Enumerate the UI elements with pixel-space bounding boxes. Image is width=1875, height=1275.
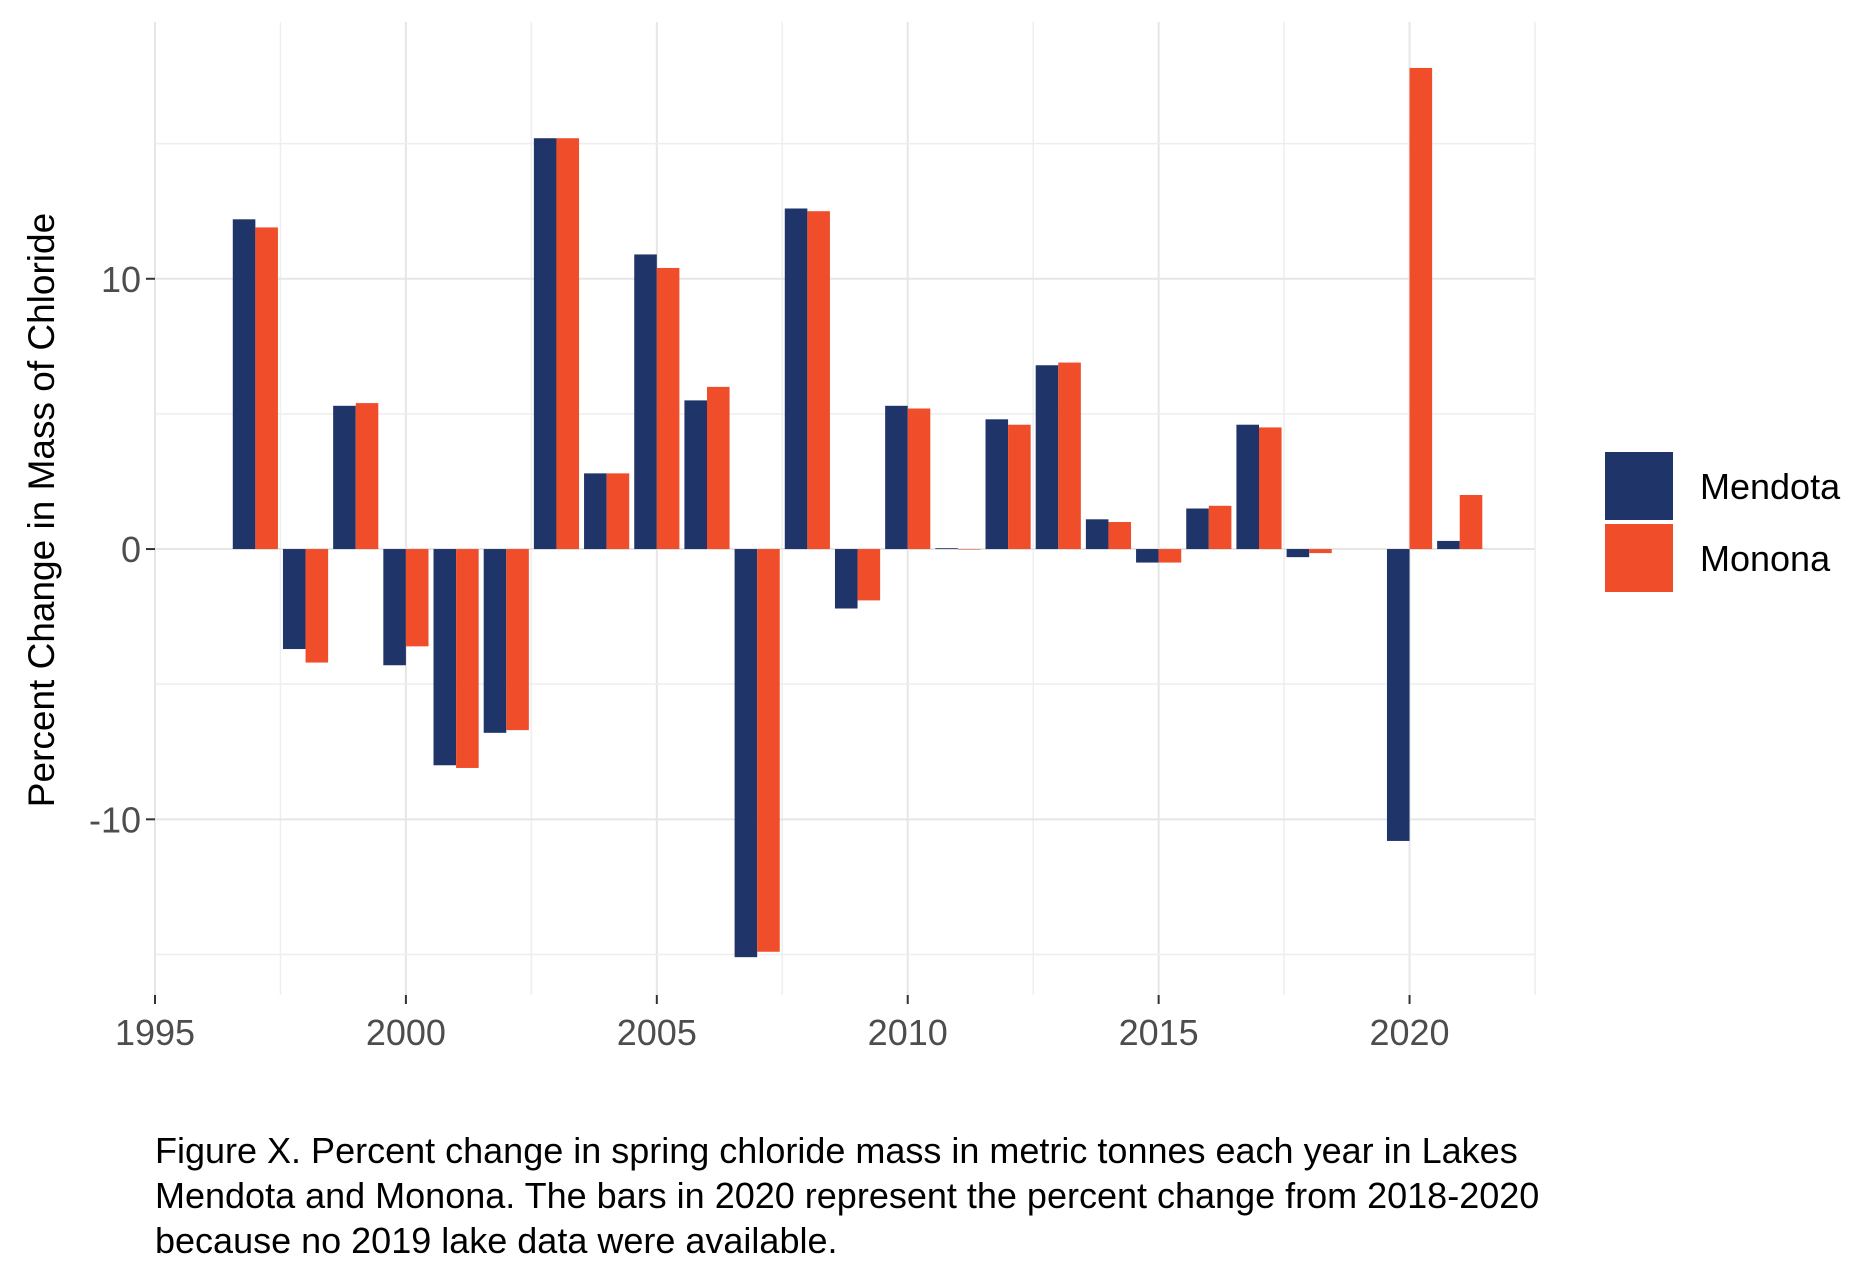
bar-monona-2015 (1158, 549, 1182, 563)
caption-line-3: because no 2019 lake data were available… (155, 1220, 838, 1261)
bar-mendota-2009 (834, 549, 858, 609)
caption-line-2: Mendota and Monona. The bars in 2020 rep… (155, 1175, 1540, 1216)
legend-key-monona (1603, 522, 1675, 594)
bar-mendota-2008 (784, 208, 808, 550)
bar-monona-2000 (405, 549, 429, 647)
bar-monona-1998 (305, 549, 329, 663)
y-tick-label: -10 (89, 799, 141, 840)
bar-monona-2001 (456, 549, 479, 768)
x-tick-label: 2010 (868, 1012, 948, 1053)
y-tick-label: 10 (101, 259, 141, 300)
bar-monona-1997 (255, 227, 278, 550)
legend-label-monona: Monona (1700, 538, 1831, 579)
bar-monona-2014 (1108, 522, 1132, 550)
bar-mendota-2015 (1136, 549, 1159, 563)
x-tick-label: 2015 (1119, 1012, 1199, 1053)
bar-mendota-2006 (684, 400, 707, 550)
bar-monona-1999 (355, 403, 379, 550)
bar-monona-2005 (656, 267, 680, 550)
bar-mendota-2017 (1236, 424, 1259, 550)
bar-mendota-2011 (935, 548, 958, 550)
bar-monona-2008 (807, 211, 830, 550)
legend-label-mendota: Mendota (1700, 466, 1841, 507)
bar-monona-2016 (1208, 505, 1232, 550)
bar-mendota-2014 (1085, 519, 1109, 550)
bar-monona-2006 (707, 386, 730, 550)
bar-mendota-2003 (533, 138, 557, 550)
caption-line-1: Figure X. Percent change in spring chlor… (155, 1130, 1518, 1171)
x-tick-label: 2000 (366, 1012, 446, 1053)
bar-monona-2017 (1259, 427, 1282, 550)
bar-monona-2021 (1459, 494, 1483, 550)
bar-mendota-2016 (1186, 508, 1209, 550)
bar-monona-2002 (506, 549, 529, 731)
bar-monona-2018 (1309, 549, 1332, 554)
legend-key-mendota (1603, 450, 1675, 522)
bar-mendota-2004 (584, 473, 607, 550)
bar-mendota-1997 (232, 219, 256, 550)
y-axis-title: Percent Change in Mass of Chloride (21, 213, 62, 807)
bar-mendota-2018 (1286, 549, 1310, 558)
bars (232, 67, 1483, 958)
bar-mendota-2001 (433, 549, 457, 766)
bar-monona-2013 (1058, 362, 1081, 550)
bar-mendota-2021 (1437, 540, 1460, 550)
bar-monona-2020 (1409, 67, 1433, 550)
bar-mendota-2007 (734, 549, 758, 958)
x-tick-label: 1995 (115, 1012, 195, 1053)
bar-monona-2009 (857, 549, 881, 601)
bar-mendota-2020 (1386, 549, 1410, 841)
bar-mendota-2013 (1035, 365, 1059, 550)
x-tick-label: 2005 (617, 1012, 697, 1053)
bar-monona-2012 (1008, 424, 1031, 550)
bar-mendota-1998 (282, 549, 306, 650)
bar-mendota-2000 (383, 549, 406, 666)
bar-monona-2007 (757, 549, 780, 952)
bar-monona-2010 (907, 408, 931, 550)
bar-monona-2004 (606, 473, 630, 550)
bar-monona-2003 (556, 138, 580, 550)
bar-mendota-1999 (333, 405, 356, 550)
figure-caption: Figure X. Percent change in spring chlor… (155, 1128, 1795, 1263)
bar-mendota-2012 (985, 419, 1009, 550)
bar-monona-2011 (957, 549, 981, 550)
axes: 1995 2000 2005 2010 2015 2020 -10 0 10 (89, 259, 1450, 1053)
bar-mendota-2002 (483, 549, 507, 733)
x-tick-label: 2020 (1369, 1012, 1449, 1053)
y-tick-label: 0 (121, 529, 141, 570)
bar-mendota-2005 (634, 254, 657, 550)
legend: Mendota Monona (1603, 450, 1841, 594)
bar-mendota-2010 (885, 405, 908, 550)
